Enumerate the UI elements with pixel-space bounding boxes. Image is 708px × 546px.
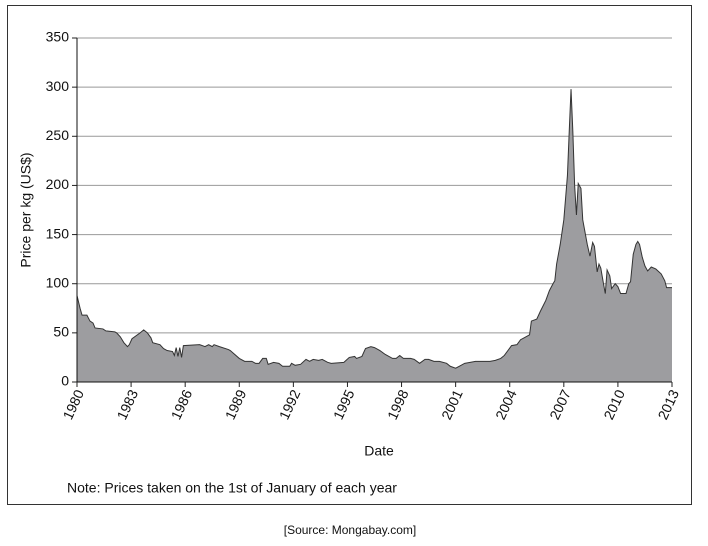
area <box>77 89 672 382</box>
y-tick-label: 200 <box>46 176 70 192</box>
x-tick-label: 1998 <box>384 387 412 422</box>
x-tick-label: 2007 <box>546 387 574 422</box>
y-tick-label: 100 <box>46 274 70 290</box>
y-tick-label: 150 <box>46 225 70 241</box>
x-tick-label: 1992 <box>276 387 304 422</box>
x-tick-label: 1995 <box>330 387 358 422</box>
y-tick-label: 0 <box>61 373 69 389</box>
x-tick-label: 1986 <box>168 387 196 422</box>
x-tick-label: 1989 <box>222 387 250 422</box>
y-tick-label: 300 <box>46 78 70 94</box>
source: [Source: Mongabay.com] <box>284 523 417 537</box>
x-tick-label: 2013 <box>654 387 682 422</box>
x-tick-label: 2004 <box>492 387 520 422</box>
x-tick-label: 1980 <box>59 387 87 422</box>
note: Note: Prices taken on the 1st of January… <box>67 480 397 496</box>
y-axis-title: Price per kg (US$) <box>18 152 34 267</box>
y-tick-label: 350 <box>46 29 70 45</box>
x-tick-label: 2010 <box>600 387 628 422</box>
area-line <box>76 89 672 369</box>
y-tick-label: 250 <box>46 127 70 143</box>
x-tick-label: 1983 <box>113 387 141 422</box>
x-tick-label: 2001 <box>438 387 466 422</box>
x-axis-title: Date <box>364 443 394 459</box>
frame <box>7 5 692 505</box>
y-tick-label: 50 <box>53 324 69 340</box>
